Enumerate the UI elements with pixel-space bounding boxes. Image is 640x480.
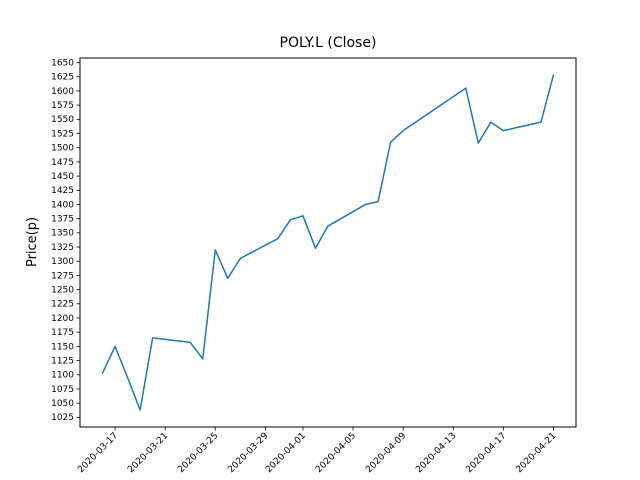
plot-area: 1025 1050 1075 1100 1125 1150 1175 1200 1225 1250… (51, 57, 577, 475)
price-line-series (101, 74, 555, 411)
y-tick-label: 1350 (51, 229, 74, 239)
y-tick-label: 1225 (51, 300, 74, 310)
y-tick-label: 1450 (51, 172, 74, 182)
x-tick-label: 2020-04-05 (314, 431, 358, 475)
y-tick-label: 1100 (51, 371, 74, 381)
y-tick-label: 1375 (51, 215, 74, 225)
y-tick-label: 1575 (51, 101, 74, 111)
y-tick-label: 1525 (51, 129, 74, 139)
y-tick-label: 1500 (51, 144, 74, 154)
chart-title: POLY.L (Close) (280, 35, 377, 51)
y-tick-label: 1400 (51, 200, 74, 210)
y-tick-label: 1200 (51, 314, 74, 324)
y-tick-label: 1475 (51, 158, 74, 168)
x-tick-label: 2020-03-21 (126, 431, 170, 475)
x-tick-label: 2020-04-09 (364, 431, 408, 475)
x-tick-label: 2020-03-17 (76, 431, 120, 475)
x-tick-label: 2020-04-01 (264, 431, 308, 475)
y-tick-label: 1050 (51, 399, 74, 409)
y-tick-label: 1425 (51, 186, 74, 196)
plot-border (79, 57, 577, 428)
y-tick-label: 1650 (51, 58, 74, 68)
y-tick-label: 1325 (51, 243, 74, 253)
y-tick-label: 1025 (51, 413, 74, 423)
x-tick-label: 2020-04-21 (515, 431, 559, 475)
y-tick-label: 1550 (51, 115, 74, 125)
y-tick-label: 1250 (51, 285, 74, 295)
y-tick-label: 1275 (51, 271, 74, 281)
y-tick-label: 1075 (51, 385, 74, 395)
y-tick-label: 1625 (51, 73, 74, 83)
y-axis-label: Price(p) (25, 217, 40, 267)
x-tick-label: 2020-04-17 (464, 431, 508, 475)
x-tick-label: 2020-03-25 (176, 431, 220, 475)
y-tick-label: 1150 (51, 342, 74, 352)
x-tick-label: 2020-04-13 (414, 431, 458, 475)
y-tick-label: 1175 (51, 328, 74, 338)
y-tick-label: 1300 (51, 257, 74, 267)
y-tick-label: 1600 (51, 87, 74, 97)
y-tick-label: 1125 (51, 356, 74, 366)
